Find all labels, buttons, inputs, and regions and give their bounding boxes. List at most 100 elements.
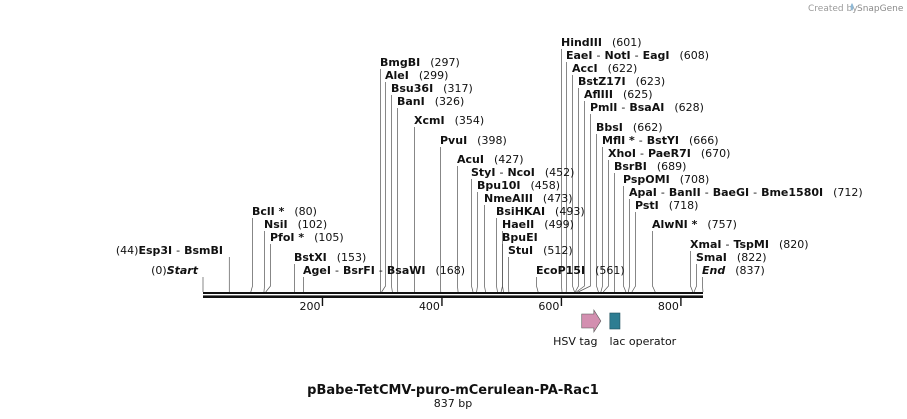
- cut-site-position: (297): [430, 56, 460, 69]
- enzyme-name: SmaI: [696, 251, 727, 264]
- cut-site-position: (822): [737, 251, 767, 264]
- cut-site-position: (601): [612, 36, 642, 49]
- cut-site-line: [457, 166, 459, 293]
- feature-label: HSV tag: [553, 335, 597, 348]
- cut-site-line: [600, 147, 603, 293]
- snapgene-brand-text: SnapGene: [857, 4, 904, 14]
- feature-arrow: [581, 308, 602, 334]
- cut-site-line: [652, 231, 656, 293]
- cut-site-position: (608): [680, 49, 710, 62]
- enzyme-name: AlwNI *: [652, 218, 698, 231]
- cut-site-label: HaeII (499): [502, 218, 574, 231]
- enzyme-name: BstYI: [647, 134, 679, 147]
- enzyme-separator: -: [725, 238, 729, 251]
- enzyme-name: EaeI: [566, 49, 593, 62]
- enzyme-name: NsiI: [264, 218, 288, 231]
- enzyme-separator: -: [635, 49, 639, 62]
- cut-site-label: SmaI (822): [696, 251, 767, 264]
- cut-site-position: (662): [633, 121, 663, 134]
- cut-site-position: (317): [443, 82, 473, 95]
- cut-site-label: (0)Start: [151, 264, 199, 277]
- snapgene-logo: SnapGene: [850, 3, 904, 14]
- cut-site-position: (326): [435, 95, 465, 108]
- enzyme-name: Bme1580I: [761, 186, 823, 199]
- cut-site-position: (666): [689, 134, 719, 147]
- cut-site-line: [265, 244, 271, 293]
- cut-site-label: BbsI (662): [596, 121, 663, 134]
- cut-site-label: BpuEI: [502, 231, 538, 244]
- enzyme-name: PfoI *: [270, 231, 304, 244]
- cut-site-label: EcoP15I (561): [536, 264, 625, 277]
- enzyme-name: StyI: [471, 166, 495, 179]
- created-by-text: Created by: [808, 4, 858, 14]
- enzyme-name: BclI *: [252, 205, 285, 218]
- cut-site-label: (44)Esp3I - BsmBI: [116, 244, 223, 257]
- cut-site-line: [576, 101, 585, 293]
- cut-site-label: PfoI * (105): [270, 231, 344, 244]
- enzyme-name: BanI: [397, 95, 425, 108]
- cut-site-position: (718): [669, 199, 699, 212]
- cut-site-label: HindIII (601): [561, 36, 642, 49]
- cut-site-position: (44): [116, 244, 139, 257]
- axis-tick-label: 200: [299, 300, 320, 313]
- enzyme-name: End: [702, 264, 725, 277]
- enzyme-name: TspMI: [733, 238, 769, 251]
- cut-site-position: (168): [435, 264, 465, 277]
- enzyme-name: PspOMI: [623, 173, 670, 186]
- enzyme-separator: -: [335, 264, 339, 277]
- cut-site-label: BclI * (80): [252, 205, 317, 218]
- cut-site-label: StuI (512): [508, 244, 573, 257]
- enzyme-name: XcmI: [414, 114, 445, 127]
- cut-site-position: (102): [298, 218, 328, 231]
- enzyme-separator: -: [661, 186, 665, 199]
- enzyme-name: BsrFI: [343, 264, 375, 277]
- cut-site-position: (625): [623, 88, 653, 101]
- cut-site-line: [476, 192, 478, 293]
- enzyme-name: NcoI: [507, 166, 534, 179]
- enzyme-name: PaeR7I: [648, 147, 691, 160]
- cut-site-label: XhoI - PaeR7I (670): [608, 147, 730, 160]
- enzyme-name: BsaAI: [629, 101, 664, 114]
- cut-site-label: EaeI - NotI - EagI (608): [566, 49, 709, 62]
- cut-site-label: AlwNI * (757): [652, 218, 737, 231]
- cut-site-line: [496, 218, 498, 293]
- enzyme-name: PvuI: [440, 134, 467, 147]
- cut-site-position: (837): [735, 264, 765, 277]
- enzyme-name: ApaI: [629, 186, 657, 199]
- cut-site-line: [502, 244, 504, 293]
- cut-site-label: AleI (299): [385, 69, 448, 82]
- plasmid-name: pBabe-TetCMV-puro-mCerulean-PA-Rac1: [307, 383, 599, 398]
- cut-site-lines: [202, 49, 704, 293]
- enzyme-name: AcuI: [457, 153, 484, 166]
- cut-site-line: [693, 264, 697, 293]
- cut-site-label: BsiHKAI (493): [496, 205, 585, 218]
- cut-site-position: (757): [707, 218, 737, 231]
- cut-site-line: [471, 179, 474, 293]
- enzyme-name: AleI: [385, 69, 409, 82]
- cut-site-line: [623, 186, 627, 293]
- feature-box: [609, 312, 621, 330]
- cut-site-line: [561, 49, 563, 293]
- cut-site-position: (427): [494, 153, 524, 166]
- enzyme-separator: -: [705, 186, 709, 199]
- cut-site-position: (452): [545, 166, 575, 179]
- cut-site-label: AcuI (427): [457, 153, 524, 166]
- enzyme-name: NotI: [604, 49, 630, 62]
- cut-site-position: (712): [833, 186, 863, 199]
- cut-site-position: (473): [543, 192, 573, 205]
- enzyme-separator: -: [597, 49, 601, 62]
- cut-site-label: MflI * - BstYI (666): [602, 134, 719, 147]
- cut-site-line: [574, 88, 579, 293]
- features: HSV tag lac operator: [553, 308, 677, 348]
- cut-site-line: [577, 114, 591, 293]
- cut-site-position: (80): [294, 205, 317, 218]
- cut-site-line: [631, 212, 636, 293]
- axis-tick-label: 800: [658, 300, 679, 313]
- enzyme-name: AflIII: [584, 88, 613, 101]
- enzyme-name: BstXI: [294, 251, 327, 264]
- enzyme-name: Start: [167, 264, 199, 277]
- cut-site-position: (354): [455, 114, 485, 127]
- cut-site-line: [536, 277, 539, 293]
- enzyme-name: XmaI: [690, 238, 721, 251]
